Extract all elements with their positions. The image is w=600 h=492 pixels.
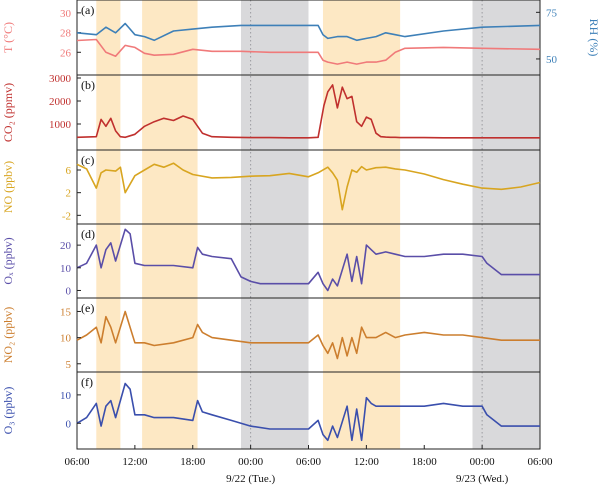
x-tick-label: 18:00	[180, 456, 206, 468]
y-axis-label-RH: RH (%)	[587, 19, 600, 57]
y-axis-label-O3: O₃ (ppbv)	[1, 387, 15, 435]
panel-label: (b)	[81, 78, 95, 92]
y-tick-label: 30	[60, 8, 72, 20]
series-line-NO2	[76, 310, 540, 360]
y-tick-label: 15	[60, 306, 72, 318]
panel-f: (f) 0 10 O₃ (ppbv)	[1, 371, 541, 450]
y-tick-label: 10	[60, 390, 72, 402]
y-tick-label: -2	[62, 210, 71, 222]
series-line-RH	[76, 22, 541, 42]
x-tick-label: 00:00	[238, 456, 264, 468]
y-tick-label: 26	[60, 47, 72, 59]
panel-d: (d) 0 10 20 Oₓ (ppbv)	[1, 223, 541, 299]
y-tick-label: 2	[66, 188, 72, 200]
y-tick-label: 20	[60, 240, 72, 252]
series-line-O3	[76, 382, 540, 442]
y-tick-label: 0	[66, 418, 72, 430]
y-tick-label: 50	[546, 54, 558, 66]
panel-label: (e)	[81, 301, 94, 315]
x-date-label: 9/22 (Tue.)	[226, 473, 275, 485]
x-tick-label: 06:00	[64, 456, 90, 468]
y-tick-label: 10	[60, 333, 72, 345]
x-tick-label: 00:00	[470, 456, 496, 468]
y-axis-label-NO: NO (ppbv)	[1, 161, 15, 213]
x-date-label: 9/23 (Wed.)	[456, 473, 509, 485]
panel-label: (d)	[81, 227, 95, 241]
y-tick-label: 10	[60, 263, 72, 275]
x-tick-label: 12:00	[122, 456, 148, 468]
x-axis: 06:00 12:00 18:00 00:00 06:00 12:00 18:00 00:00…	[64, 445, 553, 485]
y-tick-label: 75	[546, 7, 558, 19]
y-tick-label: 1000	[49, 119, 72, 131]
y-axis-label-T: T (°C)	[1, 22, 15, 53]
panel-e: (e) 5 10 15 NO₂ (ppbv)	[1, 297, 541, 373]
series-line-CO2	[76, 84, 540, 139]
panel-label: (f)	[81, 375, 93, 389]
panel-label: (c)	[81, 153, 94, 167]
x-tick-label: 06:00	[527, 456, 553, 468]
y-axis-label-CO2: CO₂ (ppmv)	[1, 83, 15, 142]
series-line-Ox	[76, 228, 540, 292]
panel-b: (b) 1000 2000 3000 CO₂ (ppmv)	[1, 73, 541, 151]
panel-label: (a)	[81, 3, 94, 17]
y-tick-label: 0	[66, 285, 72, 297]
y-axis-label-NO2: NO₂ (ppbv)	[1, 307, 15, 364]
x-tick-label: 06:00	[296, 456, 322, 468]
y-axis-label-Ox: Oₓ (ppbv)	[1, 237, 15, 284]
y-tick-label: 6	[66, 165, 72, 177]
y-tick-label: 2000	[49, 96, 72, 108]
y-tick-label: 28	[60, 28, 72, 40]
series-line-T	[76, 38, 541, 65]
y-tick-label: 5	[66, 359, 72, 371]
series-line-NO	[76, 162, 541, 211]
x-tick-label: 18:00	[412, 456, 438, 468]
x-tick-label: 12:00	[354, 456, 380, 468]
y-tick-label: 3000	[49, 73, 72, 85]
